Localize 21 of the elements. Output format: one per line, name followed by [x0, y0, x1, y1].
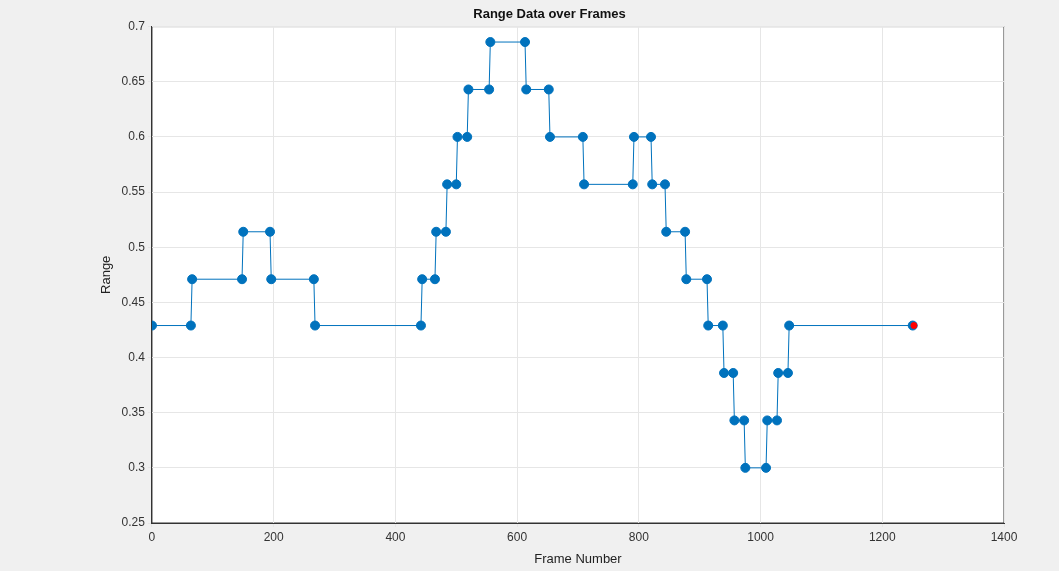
x-tick-label: 0	[148, 529, 156, 544]
y-tick-label: 0.3	[128, 460, 146, 475]
x-tick-label: 1400	[990, 529, 1018, 544]
y-axis-title: Range	[98, 255, 114, 294]
y-tick-label: 0.25	[121, 515, 146, 530]
x-tick-label: 800	[628, 529, 650, 544]
x-tick-label: 200	[263, 529, 285, 544]
y-tick-label: 0.5	[128, 239, 146, 254]
x-tick-label: 1000	[747, 529, 775, 544]
chart-title: Range Data over Frames	[473, 6, 626, 22]
y-tick-label: 0.7	[128, 18, 146, 33]
y-tick-label: 0.65	[121, 74, 146, 89]
y-tick-label: 0.55	[121, 184, 146, 199]
x-tick-label: 1200	[868, 529, 896, 544]
x-axis-title: Frame Number	[534, 550, 623, 566]
y-tick-label: 0.35	[121, 405, 146, 419]
y-tick-label: 0.6	[128, 129, 146, 144]
x-tick-label: 600	[507, 529, 528, 544]
y-tick-label: 0.45	[121, 294, 146, 309]
x-tick-label: 400	[385, 529, 406, 544]
y-tick-label: 0.4	[128, 349, 146, 364]
